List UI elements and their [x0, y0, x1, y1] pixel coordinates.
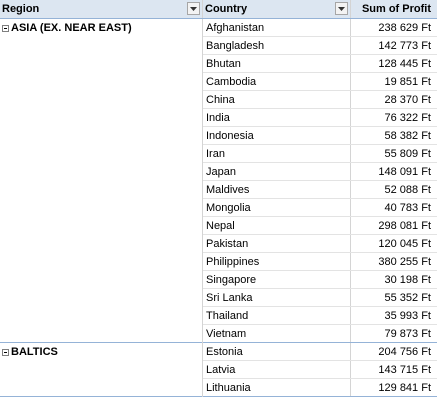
header-region-label: Region — [2, 3, 40, 15]
country-cell[interactable]: Sri Lanka — [203, 289, 351, 306]
country-cell[interactable]: Iran — [203, 145, 351, 162]
profit-cell[interactable]: 238 629 Ft — [378, 22, 431, 34]
country-cell[interactable]: Lithuania — [203, 379, 351, 396]
table-row[interactable]: Pakistan 120 045 Ft — [203, 235, 437, 253]
header-region[interactable]: Region — [0, 0, 203, 18]
pivot-header-row: Region Country Sum of Profit — [0, 0, 437, 19]
region-name: ASIA (EX. NEAR EAST) — [11, 22, 132, 34]
country-cell[interactable]: China — [203, 91, 351, 108]
profit-cell[interactable]: 298 081 Ft — [378, 220, 431, 232]
country-cell[interactable]: Latvia — [203, 361, 351, 378]
table-row[interactable]: Iran 55 809 Ft — [203, 145, 437, 163]
profit-cell[interactable]: 79 873 Ft — [384, 328, 431, 340]
table-row[interactable]: Bhutan 128 445 Ft — [203, 55, 437, 73]
profit-cell[interactable]: 40 783 Ft — [384, 202, 431, 214]
profit-cell[interactable]: 55 809 Ft — [384, 148, 431, 160]
profit-cell[interactable]: 58 382 Ft — [384, 130, 431, 142]
profit-cell[interactable]: 52 088 Ft — [384, 184, 431, 196]
country-cell[interactable]: Estonia — [203, 343, 351, 360]
table-row[interactable]: Latvia 143 715 Ft — [203, 361, 437, 379]
profit-cell[interactable]: 35 993 Ft — [384, 310, 431, 322]
country-cell[interactable]: Pakistan — [203, 235, 351, 252]
table-row[interactable]: Singapore 30 198 Ft — [203, 271, 437, 289]
region-group-label[interactable]: BALTICS — [2, 343, 58, 361]
region-group: ASIA (EX. NEAR EAST) — [0, 19, 202, 343]
profit-cell[interactable]: 129 841 Ft — [378, 382, 431, 394]
table-row[interactable]: Vietnam 79 873 Ft — [203, 325, 437, 343]
country-cell[interactable]: Thailand — [203, 307, 351, 324]
profit-cell[interactable]: 142 773 Ft — [378, 40, 431, 52]
country-cell[interactable]: Vietnam — [203, 325, 351, 342]
table-row[interactable]: Lithuania 129 841 Ft — [203, 379, 437, 397]
country-cell[interactable]: Cambodia — [203, 73, 351, 90]
profit-cell[interactable]: 204 756 Ft — [378, 346, 431, 358]
profit-cell[interactable]: 128 445 Ft — [378, 58, 431, 70]
country-cell[interactable]: Maldives — [203, 181, 351, 198]
country-cell[interactable]: Indonesia — [203, 127, 351, 144]
profit-cell[interactable]: 30 198 Ft — [384, 274, 431, 286]
region-group: BALTICS — [0, 343, 202, 397]
table-row[interactable]: Japan 148 091 Ft — [203, 163, 437, 181]
country-filter-dropdown-icon[interactable] — [335, 2, 348, 15]
header-profit-label: Sum of Profit — [361, 3, 431, 15]
table-row[interactable]: Sri Lanka 55 352 Ft — [203, 289, 437, 307]
country-cell[interactable]: Bangladesh — [203, 37, 351, 54]
country-cell[interactable]: Japan — [203, 163, 351, 180]
country-cell[interactable]: Mongolia — [203, 199, 351, 216]
header-country[interactable]: Country — [203, 0, 351, 18]
header-sum-of-profit[interactable]: Sum of Profit — [351, 0, 437, 18]
header-country-label: Country — [205, 3, 248, 15]
country-cell[interactable]: Bhutan — [203, 55, 351, 72]
table-row[interactable]: Mongolia 40 783 Ft — [203, 199, 437, 217]
profit-cell[interactable]: 28 370 Ft — [384, 94, 431, 106]
table-row[interactable]: Maldives 52 088 Ft — [203, 181, 437, 199]
region-column: ASIA (EX. NEAR EAST) BALTICS — [0, 19, 203, 397]
table-row[interactable]: Indonesia 58 382 Ft — [203, 127, 437, 145]
table-row[interactable]: Thailand 35 993 Ft — [203, 307, 437, 325]
table-row[interactable]: China 28 370 Ft — [203, 91, 437, 109]
country-cell[interactable]: India — [203, 109, 351, 126]
table-row[interactable]: Cambodia 19 851 Ft — [203, 73, 437, 91]
collapse-icon[interactable] — [2, 24, 9, 32]
table-row[interactable]: Estonia 204 756 Ft — [203, 343, 437, 361]
table-row[interactable]: Bangladesh 142 773 Ft — [203, 37, 437, 55]
region-filter-dropdown-icon[interactable] — [187, 2, 200, 15]
table-row[interactable]: Philippines 380 255 Ft — [203, 253, 437, 271]
profit-cell[interactable]: 55 352 Ft — [384, 292, 431, 304]
country-cell[interactable]: Nepal — [203, 217, 351, 234]
profit-cell[interactable]: 148 091 Ft — [378, 166, 431, 178]
pivot-body: ASIA (EX. NEAR EAST) BALTICS Afghanistan 23… — [0, 19, 437, 397]
country-cell[interactable]: Singapore — [203, 271, 351, 288]
profit-cell[interactable]: 19 851 Ft — [384, 76, 431, 88]
detail-columns: Afghanistan 238 629 Ft Bangladesh 142 773 F… — [203, 19, 437, 397]
profit-cell[interactable]: 143 715 Ft — [378, 364, 431, 376]
region-group-label[interactable]: ASIA (EX. NEAR EAST) — [2, 19, 132, 37]
country-cell[interactable]: Afghanistan — [203, 19, 351, 36]
collapse-icon[interactable] — [2, 348, 9, 356]
table-row[interactable]: Afghanistan 238 629 Ft — [203, 19, 437, 37]
profit-cell[interactable]: 120 045 Ft — [378, 238, 431, 250]
table-row[interactable]: Nepal 298 081 Ft — [203, 217, 437, 235]
country-cell[interactable]: Philippines — [203, 253, 351, 270]
table-row[interactable]: India 76 322 Ft — [203, 109, 437, 127]
profit-cell[interactable]: 380 255 Ft — [378, 256, 431, 268]
region-name: BALTICS — [11, 346, 58, 358]
profit-cell[interactable]: 76 322 Ft — [384, 112, 431, 124]
